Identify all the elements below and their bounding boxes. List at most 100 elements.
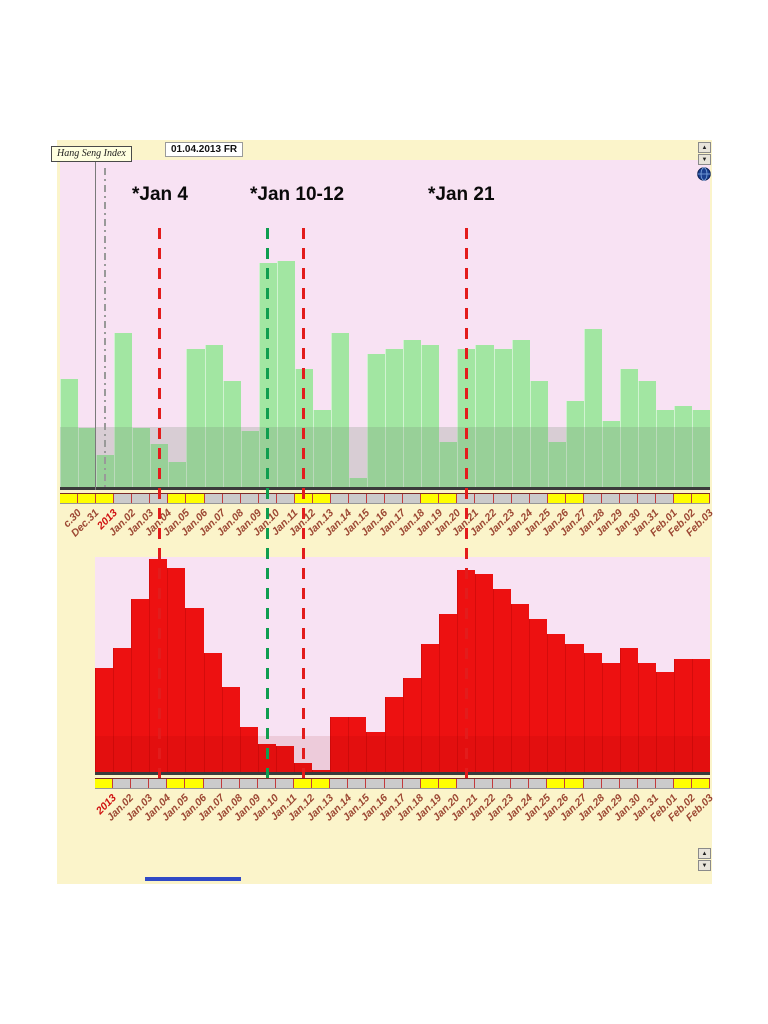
scroll-down-button[interactable]: ▼ [698, 860, 711, 871]
bar-Jan.20 [439, 441, 458, 487]
bar-Jan.14 [330, 333, 349, 487]
axis-cell [205, 494, 223, 503]
axis-cell [493, 779, 512, 788]
axis-cell [149, 779, 168, 788]
annotation-jan21: *Jan 21 [428, 184, 495, 205]
axis-cell [223, 494, 241, 503]
left-axis-line [95, 160, 96, 490]
bar-Feb.02 [674, 405, 693, 487]
bar-Jan.13 [312, 769, 331, 772]
axis-cell [276, 779, 295, 788]
axis-cell-weekend [96, 494, 115, 503]
bar-Jan.07 [204, 344, 223, 487]
bar-Jan.08 [221, 686, 240, 772]
axis-cell-weekend [185, 779, 204, 788]
bar-Jan.31 [638, 380, 657, 487]
lower-chart-panel[interactable] [95, 557, 711, 775]
axis-cell [656, 494, 675, 503]
bar-Jan.15 [349, 477, 368, 487]
axis-cell-weekend [692, 779, 711, 788]
axis-cell-weekend [565, 779, 584, 788]
axis-cell-weekend [547, 494, 566, 503]
axis-cell-weekend [439, 494, 458, 503]
partial-blue-element [145, 877, 241, 881]
bar-Dec.31 [78, 428, 97, 487]
bar-Jan.31 [637, 663, 656, 772]
axis-cell [475, 494, 494, 503]
bar-Jan.30 [619, 648, 638, 772]
bottom-right-scrollbar: ▲ ▼ [698, 848, 711, 871]
bar-Jan.17 [385, 349, 404, 487]
bar-Feb.03 [692, 410, 711, 487]
upper-bars [60, 261, 711, 487]
axis-cell [385, 779, 403, 788]
bar-Jan.13 [312, 410, 331, 487]
bar-Jan.05 [167, 567, 186, 772]
axis-cell [385, 494, 404, 503]
axis-cell [366, 779, 385, 788]
bar-Jan.09 [240, 430, 259, 487]
axis-cell [240, 779, 258, 788]
bar-Jan.28 [583, 328, 602, 487]
axis-cell [132, 494, 151, 503]
bar-Jan.30 [619, 369, 638, 487]
axis-cell [511, 779, 530, 788]
axis-cell-weekend [60, 494, 79, 503]
axis-cell [331, 494, 349, 503]
instrument-tooltip: Hang Seng Index [51, 146, 132, 162]
marker-line-jan12 [302, 228, 306, 778]
axis-label-cell: Feb.03 [684, 506, 716, 556]
axis-cell [114, 494, 133, 503]
axis-cell [277, 494, 295, 503]
bar-Jan.07 [203, 652, 222, 772]
axis-cell-weekend [565, 494, 584, 503]
axis-cell [457, 779, 475, 788]
bar-Jan.20 [438, 614, 457, 772]
axis-cell [530, 494, 548, 503]
bar-Jan.28 [583, 652, 602, 772]
axis-cell [403, 494, 422, 503]
scroll-up-button[interactable]: ▲ [698, 142, 711, 153]
bar-Jan.11 [275, 746, 295, 772]
bar-Jan.02 [114, 333, 133, 487]
axis-cell [638, 779, 656, 788]
axis-cell-weekend [95, 779, 114, 788]
axis-cell-weekend [312, 779, 331, 788]
axis-label-cell: Feb.03 [684, 791, 716, 849]
bar-Feb.02 [674, 659, 693, 772]
bar-Jan.19 [421, 344, 440, 487]
bar-Jan.25 [529, 380, 548, 487]
axis-cell [620, 494, 638, 503]
bar-Jan.16 [367, 353, 386, 487]
axis-cell-weekend [168, 494, 187, 503]
top-right-scrollbar: ▲ ▼ [698, 142, 711, 165]
bar-Jan.27 [565, 644, 584, 772]
bar-Jan.08 [222, 380, 241, 487]
upper-chart-panel[interactable] [60, 160, 711, 490]
bar-Feb.01 [655, 671, 674, 772]
axis-cell [512, 494, 530, 503]
bar-Jan.22 [474, 573, 494, 772]
axis-cell-weekend [674, 494, 693, 503]
scroll-up-button[interactable]: ▲ [698, 848, 711, 859]
globe-icon[interactable] [697, 167, 711, 181]
axis-cell [259, 494, 277, 503]
axis-cell [602, 779, 620, 788]
axis-cell-weekend [692, 494, 711, 503]
bar-Jan.29 [601, 421, 620, 487]
axis-cell [330, 779, 349, 788]
bar-Jan.09 [239, 727, 258, 772]
upper-time-axis-band [60, 493, 711, 504]
axis-cell [638, 494, 657, 503]
bar-2013 [95, 667, 114, 772]
scroll-down-button[interactable]: ▼ [698, 154, 711, 165]
bar-Jan.19 [420, 644, 439, 772]
axis-cell [584, 494, 602, 503]
axis-cell [131, 779, 150, 788]
axis-cell-weekend [438, 779, 457, 788]
annotation-jan4: *Jan 4 [132, 184, 188, 205]
axis-cell [348, 779, 367, 788]
axis-cell-weekend [312, 494, 331, 503]
axis-cell-weekend [294, 779, 313, 788]
